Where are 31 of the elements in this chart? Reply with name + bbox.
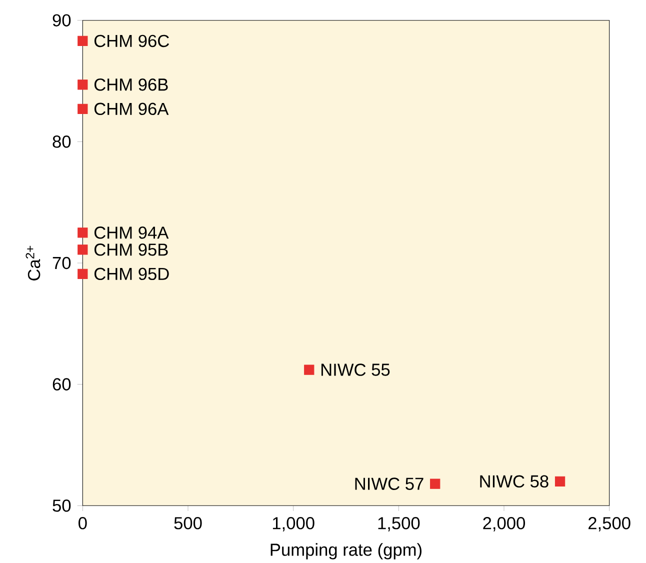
x-tick-label: 0 [78, 517, 87, 530]
x-tick-label: 2,000 [483, 517, 526, 532]
x-axis-title: Pumping rate (gpm) [270, 543, 422, 560]
annotation: NIWC 58 [480, 475, 548, 488]
annotation: CHM 95D [94, 268, 169, 280]
y-tick-label: 90 [52, 14, 71, 26]
y-tick-label: 60 [52, 378, 71, 390]
annotation: CHM 95B [94, 244, 168, 256]
y-axis-title: Ca$^{2+}$ [26, 246, 40, 280]
point [554, 476, 566, 486]
annotation: CHM 94A [94, 226, 169, 239]
x-tick-label: 500 [174, 517, 202, 530]
point [78, 228, 88, 238]
point [78, 268, 88, 279]
x-tick-label: 1,500 [378, 517, 420, 532]
point [78, 36, 88, 46]
annotation: NIWC 57 [355, 478, 424, 490]
y-tick-label: 80 [52, 136, 71, 148]
annotation: CHM 96B [94, 78, 168, 91]
x-tick-label: 1,000 [272, 517, 314, 532]
y-tick-label: 50 [52, 500, 71, 512]
point [430, 478, 440, 489]
point [304, 364, 314, 375]
point [78, 104, 88, 114]
point [78, 244, 88, 255]
x-tick-label: 2,500 [588, 517, 630, 532]
point [78, 80, 88, 90]
y-tick-label: 70 [52, 256, 71, 270]
annotation: CHM 96C [94, 34, 170, 48]
annotation: NIWC 55 [321, 364, 390, 376]
annotation: CHM 96A [94, 102, 169, 116]
